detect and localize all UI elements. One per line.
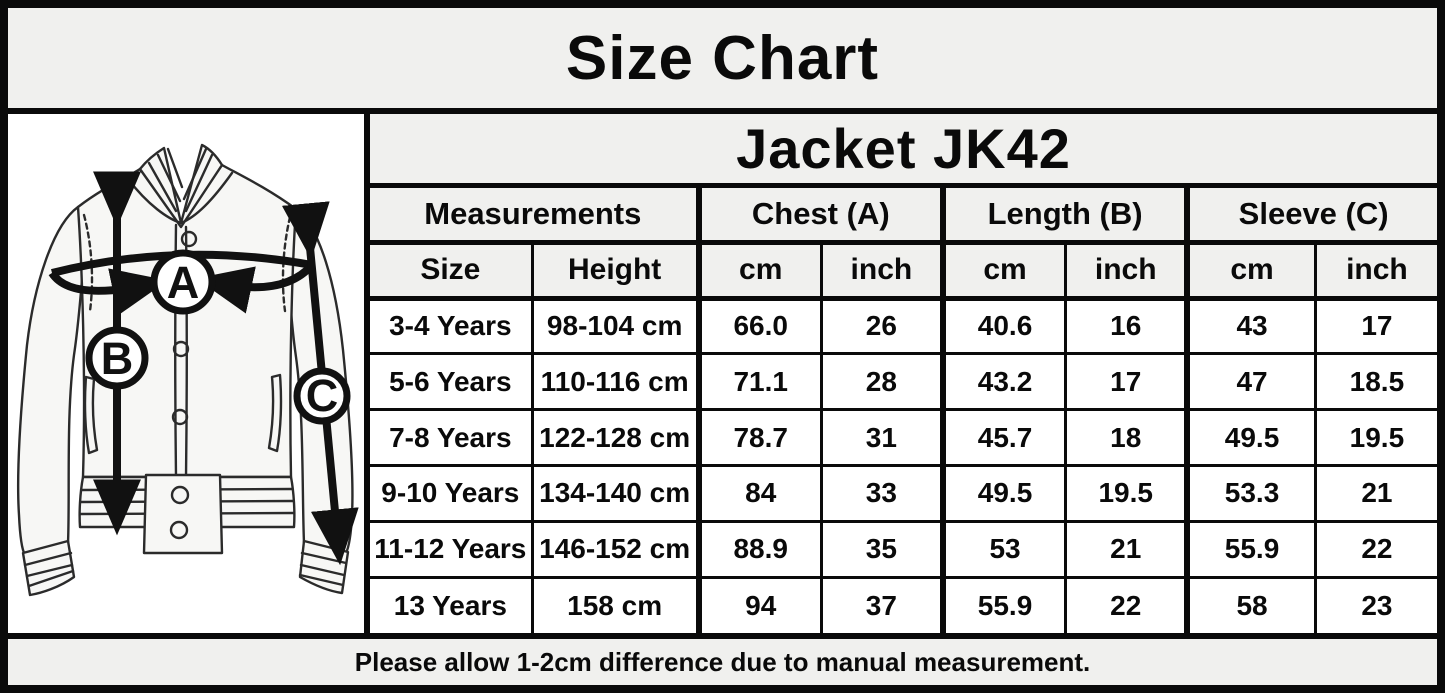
length-marker-letter: B [101, 333, 134, 384]
table-row-2: 7-8 Years 122-128 cm 78.7 31 45.7 18 49.5 19.5 [370, 408, 1437, 467]
sleeve-marker-letter: C [306, 370, 339, 421]
title-band: Size Chart [8, 8, 1437, 108]
chest-marker-letter: A [167, 257, 200, 308]
cell-r5-c4: 55.9 [941, 575, 1068, 633]
product-title: Jacket JK42 [736, 117, 1071, 180]
cell-r0-c0: 3-4 Years [370, 296, 534, 356]
cell-r4-c7: 22 [1313, 519, 1437, 579]
table-row-3: 9-10 Years 134-140 cm 84 33 49.5 19.5 53.3 21 [370, 463, 1437, 523]
length-marker-badge: B [85, 326, 149, 390]
group-header-row: Measurements Chest (A) Length (B) Sleeve (C… [370, 188, 1437, 245]
product-title-band: Jacket JK42 [370, 114, 1437, 188]
cell-r3-c5: 19.5 [1064, 463, 1191, 523]
cell-r4-c6: 55.9 [1185, 519, 1317, 579]
cell-r4-c1: 146-152 cm [530, 519, 702, 579]
cell-r0-c2: 66.0 [697, 296, 823, 356]
jacket-sketch-icon [16, 143, 354, 597]
sub-header-2: cm [697, 240, 823, 301]
cell-r5-c6: 58 [1185, 575, 1317, 633]
cell-r5-c0: 13 Years [370, 575, 534, 633]
cell-r2-c7: 19.5 [1313, 408, 1437, 467]
cell-r2-c3: 31 [819, 408, 946, 467]
cell-r5-c5: 22 [1064, 575, 1191, 633]
measurement-arrows: A B C [48, 171, 359, 566]
size-table: Measurements Chest (A) Length (B) Sleeve (C… [370, 188, 1437, 633]
sub-header-1: Height [530, 240, 702, 301]
cell-r3-c1: 134-140 cm [530, 463, 702, 523]
cell-r4-c2: 88.9 [697, 519, 823, 579]
cell-r1-c4: 43.2 [941, 352, 1068, 412]
cell-r2-c6: 49.5 [1185, 408, 1317, 467]
cell-r1-c5: 17 [1064, 352, 1191, 412]
footer-note: Please allow 1-2cm difference due to man… [354, 646, 1091, 677]
sub-header-4: cm [941, 240, 1068, 301]
sub-header-5: inch [1064, 240, 1191, 301]
cell-r5-c2: 94 [697, 575, 823, 633]
table-section: Jacket JK42 Measurements Chest (A) Length … [370, 114, 1437, 633]
table-row-4: 11-12 Years 146-152 cm 88.9 35 53 21 55.9 22 [370, 519, 1437, 579]
cell-r4-c4: 53 [941, 519, 1068, 579]
cell-r0-c3: 26 [819, 296, 946, 356]
sub-header-6: cm [1185, 240, 1317, 301]
cell-r2-c1: 122-128 cm [530, 408, 702, 467]
cell-r3-c4: 49.5 [941, 463, 1068, 523]
cell-r0-c1: 98-104 cm [530, 296, 702, 356]
cell-r5-c7: 23 [1313, 575, 1437, 633]
group-header-0: Measurements [370, 188, 702, 245]
cell-r0-c6: 43 [1185, 296, 1317, 356]
sub-header-0: Size [370, 240, 534, 301]
size-table-wrap: Measurements Chest (A) Length (B) Sleeve (C… [370, 188, 1437, 633]
group-header-3: Sleeve (C) [1185, 188, 1437, 245]
cell-r1-c0: 5-6 Years [370, 352, 534, 412]
cell-r4-c5: 21 [1064, 519, 1191, 579]
cell-r3-c3: 33 [819, 463, 946, 523]
page-title: Size Chart [565, 23, 880, 93]
cell-r3-c6: 53.3 [1185, 463, 1317, 523]
cell-r0-c7: 17 [1313, 296, 1437, 356]
table-row-1: 5-6 Years 110-116 cm 71.1 28 43.2 17 47 18.5 [370, 352, 1437, 412]
cell-r5-c3: 37 [819, 575, 946, 633]
cell-r2-c4: 45.7 [941, 408, 1068, 467]
table-row-5: 13 Years 158 cm 94 37 55.9 22 58 23 [370, 575, 1437, 633]
cell-r0-c4: 40.6 [941, 296, 1068, 356]
main-area: A B C Jacket JK42 [8, 114, 1437, 633]
jacket-measurement-diagram: A B C [16, 143, 359, 597]
cell-r2-c2: 78.7 [697, 408, 823, 467]
cell-r3-c0: 9-10 Years [370, 463, 534, 523]
footer-band: Please allow 1-2cm difference due to man… [8, 639, 1437, 685]
cell-r5-c1: 158 cm [530, 575, 702, 633]
cell-r1-c1: 110-116 cm [530, 352, 702, 412]
sub-header-7: inch [1313, 240, 1437, 301]
size-table-head: Measurements Chest (A) Length (B) Sleeve (C… [370, 188, 1437, 301]
cell-r1-c3: 28 [819, 352, 946, 412]
cell-r4-c3: 35 [819, 519, 946, 579]
sub-header-row: Size Height cm inch cm inch cm inch [370, 240, 1437, 301]
chest-marker-badge: A [150, 249, 216, 315]
cell-r1-c7: 18.5 [1313, 352, 1437, 412]
group-header-2: Length (B) [941, 188, 1191, 245]
sleeve-marker-badge: C [293, 367, 351, 425]
cell-r2-c5: 18 [1064, 408, 1191, 467]
cell-r0-c5: 16 [1064, 296, 1191, 356]
cell-r3-c7: 21 [1313, 463, 1437, 523]
cell-r4-c0: 11-12 Years [370, 519, 534, 579]
size-table-body: 3-4 Years 98-104 cm 66.0 26 40.6 16 43 17 5-6 Ye… [370, 296, 1437, 633]
cell-r1-c2: 71.1 [697, 352, 823, 412]
sub-header-3: inch [819, 240, 946, 301]
table-row-0: 3-4 Years 98-104 cm 66.0 26 40.6 16 43 17 [370, 296, 1437, 356]
cell-r2-c0: 7-8 Years [370, 408, 534, 467]
cell-r3-c2: 84 [697, 463, 823, 523]
group-header-1: Chest (A) [697, 188, 946, 245]
jacket-diagram-panel: A B C [8, 114, 364, 633]
cell-r1-c6: 47 [1185, 352, 1317, 412]
